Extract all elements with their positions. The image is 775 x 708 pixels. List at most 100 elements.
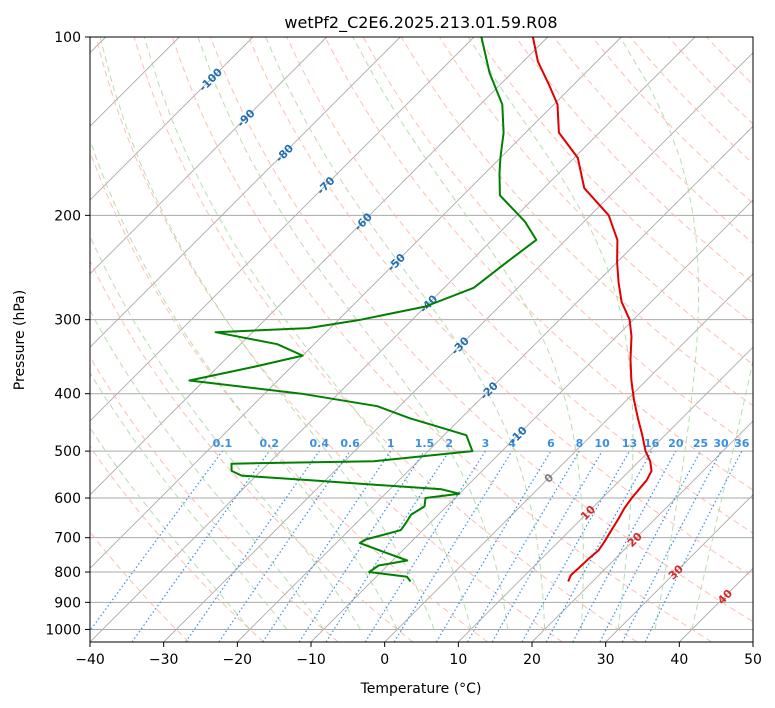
moist-adiabat: [99, 37, 435, 630]
isotherm-line: [90, 37, 401, 348]
isotherm-line: [90, 37, 696, 642]
mixing-ratio-line: [90, 450, 223, 632]
isotherm-label: 10: [578, 503, 598, 523]
moist-adiabat: [619, 37, 699, 630]
isotherm-label: -20: [478, 379, 501, 402]
y-tick-label: 200: [54, 208, 81, 224]
isotherm-label: 20: [625, 530, 645, 550]
y-tick-label: 300: [54, 313, 81, 329]
isotherm-label: -80: [273, 142, 296, 165]
isotherm-line: [752, 641, 753, 642]
dry-adiabat: [553, 37, 753, 244]
mixing-ratio-label: 0.6: [340, 437, 360, 450]
mixing-ratio-line: [521, 450, 631, 642]
dry-adiabat: [668, 37, 753, 125]
dry-adiabat: [133, 37, 638, 642]
mixing-ratio-line: [644, 450, 743, 642]
isotherm-line: [90, 37, 549, 496]
dry-adiabat: [171, 37, 712, 642]
isotherm-line: [605, 494, 753, 642]
moist-adiabat: [197, 37, 509, 630]
x-tick-label: 20: [523, 652, 541, 668]
plot-area: 0.1 0.2 0.4 0.6 1 1.5 2 3 4 6 8 10 13 16 20 25 30 36-100-…: [45, 30, 762, 668]
dry-adiabat: [95, 37, 563, 642]
isotherm-line: [384, 273, 753, 642]
isotherm-label: 40: [715, 587, 735, 607]
moist-adiabat: [691, 358, 753, 630]
moist-adiabat: [90, 427, 251, 630]
mixing-ratio-line: [325, 450, 450, 642]
mixing-ratio-line: [393, 450, 513, 642]
moist-adiabat: [352, 37, 584, 630]
y-tick-label: 800: [54, 565, 81, 581]
x-tick-label: −40: [75, 652, 105, 668]
moist-adiabat: [467, 37, 634, 630]
x-tick-label: 10: [449, 652, 467, 668]
y-axis-label: Pressure (hPa): [12, 290, 28, 390]
mixing-ratio-label: 3: [482, 437, 490, 450]
dewpoint-profile-line: [188, 37, 538, 583]
dry-adiabat: [248, 37, 753, 578]
mixing-ratio-line: [572, 450, 677, 642]
mixing-ratio-label: 0.4: [310, 437, 330, 450]
mixing-ratio-label: 0.1: [213, 437, 233, 450]
dry-adiabat: [324, 37, 753, 491]
dry-adiabat: [90, 356, 339, 642]
mixing-ratio-label: 10: [594, 437, 610, 450]
x-tick-label: −30: [149, 652, 179, 668]
mixing-ratio-label: 36: [734, 437, 750, 450]
moist-adiabat: [90, 309, 325, 630]
mixing-ratio-label: 25: [693, 437, 708, 450]
mixing-ratio-line: [218, 450, 351, 642]
isotherm-label: 0: [542, 471, 557, 486]
dry-adiabat: [90, 531, 190, 642]
dry-adiabat: [90, 445, 264, 642]
clipped-layers: 0.1 0.2 0.4 0.6 1 1.5 2 3 4 6 8 10 13 16 20 25 30 36-100-…: [90, 37, 753, 642]
dry-adiabat: [591, 37, 753, 204]
y-tick-label: 500: [54, 444, 81, 460]
y-tick-label: 900: [54, 595, 81, 611]
x-tick-label: 30: [597, 652, 615, 668]
moist-adiabat: [90, 371, 288, 630]
mixing-ratio-line: [545, 450, 653, 642]
mixing-ratio-label: 13: [622, 437, 637, 450]
chart-title: wetPf2_C2E6.2025.213.01.59.R08: [284, 13, 557, 33]
x-axis-label: Temperature (°C): [360, 681, 482, 697]
isotherm-line: [90, 37, 328, 275]
isotherm-label: -60: [352, 210, 375, 233]
isotherm-label: -70: [314, 174, 337, 197]
y-tick-label: 400: [54, 387, 81, 403]
mixing-ratio-line: [364, 450, 486, 642]
isotherm-line: [236, 125, 753, 642]
y-tick-label: 600: [54, 491, 81, 507]
isotherm-line: [678, 567, 753, 642]
isotherm-line: [90, 37, 254, 201]
x-tick-label: 40: [670, 652, 688, 668]
mixing-ratio-label: 8: [576, 437, 584, 450]
dry-adiabat: [286, 37, 753, 534]
isotherm-line: [163, 52, 753, 642]
plot-frame: [89, 36, 754, 643]
dry-adiabat: [90, 259, 414, 642]
mixing-ratio-label: 2: [445, 437, 453, 450]
mixing-ratio-label: 6: [547, 437, 555, 450]
moist-adiabat: [90, 138, 398, 630]
dry-adiabat: [90, 150, 488, 642]
mixing-ratio-label: 0.2: [260, 437, 280, 450]
isotherm-label: -100: [196, 65, 225, 94]
y-tick-label: 100: [54, 30, 81, 46]
mixing-ratio-line: [435, 450, 552, 642]
mixing-ratio-line: [185, 450, 320, 642]
dry-adiabat: [706, 37, 753, 86]
mixing-ratio-label: 20: [668, 437, 684, 450]
isotherm-line: [90, 37, 622, 569]
mixing-ratio-line: [131, 450, 270, 642]
mixing-ratio-label: 16: [644, 437, 660, 450]
moist-adiabat: [265, 37, 546, 630]
mixing-ratio-label: 30: [713, 437, 729, 450]
mixing-ratio-label: 1.5: [415, 437, 435, 450]
mixing-ratio-line: [262, 450, 392, 642]
mixing-ratio-label: 1: [387, 437, 395, 450]
isotherm-line: [90, 37, 475, 422]
y-tick-label: 1000: [45, 622, 81, 638]
